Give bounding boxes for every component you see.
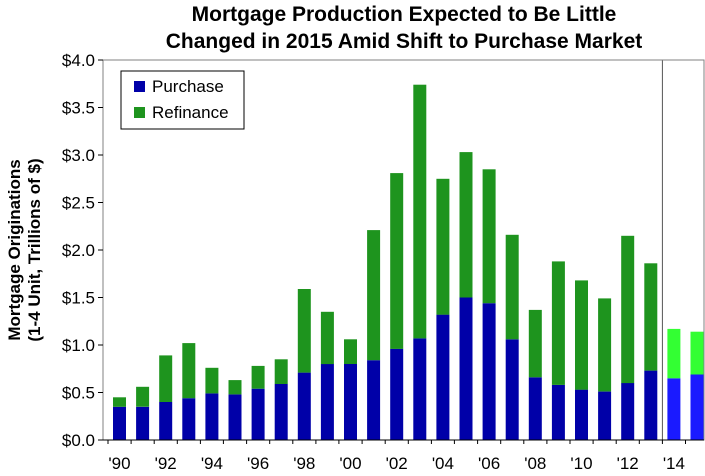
bar-purchase-2001 [367, 360, 381, 440]
bar-refinance-2007 [505, 234, 519, 340]
bar-refinance-2002 [390, 173, 404, 349]
bars [113, 84, 704, 441]
bar-refinance-2006 [482, 169, 496, 304]
x-tick-label: '00 [339, 454, 361, 473]
legend-swatch-purchase [134, 81, 145, 92]
bar-refinance-2003 [413, 84, 427, 339]
bar-purchase-2006 [482, 303, 496, 440]
x-tick-label: '90 [108, 454, 130, 473]
bar-refinance-1993 [182, 343, 196, 399]
bar-refinance-1997 [274, 359, 288, 384]
y-tick-label: $2.5 [62, 194, 95, 213]
chart-title-line-2: Changed in 2015 Amid Shift to Purchase M… [166, 30, 643, 53]
bar-purchase-1992 [159, 402, 173, 440]
bar-purchase-2009 [551, 384, 565, 440]
bar-purchase-1997 [274, 383, 288, 440]
bar-refinance-2001 [367, 230, 381, 361]
x-tick-label: '02 [386, 454, 408, 473]
chart-title: Mortgage Production Expected to Be Littl… [166, 3, 643, 53]
bar-purchase-2011 [598, 391, 612, 440]
legend-label-refinance: Refinance [152, 103, 229, 122]
bar-refinance-1999 [320, 311, 334, 365]
bar-purchase-2002 [390, 348, 404, 440]
bar-refinance-1990 [113, 397, 126, 407]
bar-purchase-1998 [297, 372, 311, 440]
bar-purchase-2013 [644, 370, 658, 440]
bar-refinance-2010 [575, 280, 588, 390]
bar-purchase-2014 [667, 378, 681, 441]
x-tick-label: '08 [524, 454, 546, 473]
bar-refinance-2015 [690, 331, 704, 375]
bar-refinance-1998 [297, 289, 311, 373]
bar-purchase-2015 [690, 374, 704, 440]
y-tick-label: $3.5 [62, 99, 95, 118]
x-tick-label: '96 [247, 454, 269, 473]
bar-purchase-2010 [575, 389, 588, 440]
y-tick-label: $2.0 [62, 241, 95, 260]
bar-purchase-1991 [136, 406, 150, 441]
bar-purchase-1990 [113, 406, 126, 441]
y-tick-label: $4.0 [62, 51, 95, 70]
bar-purchase-1996 [251, 388, 265, 440]
bar-purchase-1999 [320, 364, 334, 440]
y-axis-label-line-2: (1-4 Unit, Trillions of $) [25, 158, 44, 341]
x-tick-label: '06 [478, 454, 500, 473]
bar-refinance-2013 [644, 263, 658, 371]
bar-purchase-2003 [413, 338, 427, 440]
x-tick-label: '04 [432, 454, 454, 473]
legend-label-purchase: Purchase [152, 77, 224, 96]
y-tick-label: $1.0 [62, 336, 95, 355]
y-axis-label: Mortgage Originations (1-4 Unit, Trillio… [5, 158, 44, 341]
bar-refinance-2005 [459, 152, 473, 298]
bar-refinance-1992 [159, 355, 173, 402]
x-tick-label: '98 [293, 454, 315, 473]
y-tick-label: $3.0 [62, 146, 95, 165]
x-tick-label: '14 [663, 454, 685, 473]
bar-refinance-1996 [251, 365, 265, 389]
bar-purchase-2005 [459, 297, 473, 440]
axes: $0.0 $0.5 $1.0 $1.5 $2.0 $2.5 $3.0 $3.5 $4.0 '90 '… [62, 51, 705, 473]
bar-purchase-2012 [621, 383, 635, 440]
bar-purchase-1993 [182, 398, 196, 440]
bar-refinance-1995 [228, 380, 242, 395]
legend: Purchase Refinance [120, 70, 245, 130]
bar-refinance-1991 [136, 386, 150, 407]
bar-purchase-2008 [528, 377, 542, 440]
bar-refinance-2008 [528, 309, 542, 378]
y-tick-label: $1.5 [62, 289, 95, 308]
bar-refinance-2009 [551, 261, 565, 385]
chart-title-line-1: Mortgage Production Expected to Be Littl… [192, 3, 617, 26]
bar-refinance-2014 [667, 328, 681, 379]
bar-refinance-2012 [621, 235, 635, 384]
x-tick-label: '12 [617, 454, 639, 473]
x-tick-label: '92 [155, 454, 177, 473]
bar-purchase-1994 [205, 393, 219, 440]
y-tick-label: $0.0 [62, 431, 95, 450]
bar-refinance-2000 [344, 339, 357, 364]
x-tick-label: '94 [201, 454, 223, 473]
y-tick-label: $0.5 [62, 384, 95, 403]
x-tick-label: '10 [570, 454, 592, 473]
y-axis-label-line-1: Mortgage Originations [5, 159, 24, 340]
bar-purchase-2004 [436, 314, 450, 440]
bar-refinance-2004 [436, 178, 450, 315]
bar-refinance-1994 [205, 367, 219, 394]
bar-refinance-2011 [598, 298, 612, 392]
legend-box [120, 70, 245, 130]
bar-purchase-2000 [344, 364, 357, 440]
legend-swatch-refinance [134, 107, 145, 118]
bar-purchase-1995 [228, 394, 242, 440]
bar-purchase-2007 [505, 339, 519, 440]
